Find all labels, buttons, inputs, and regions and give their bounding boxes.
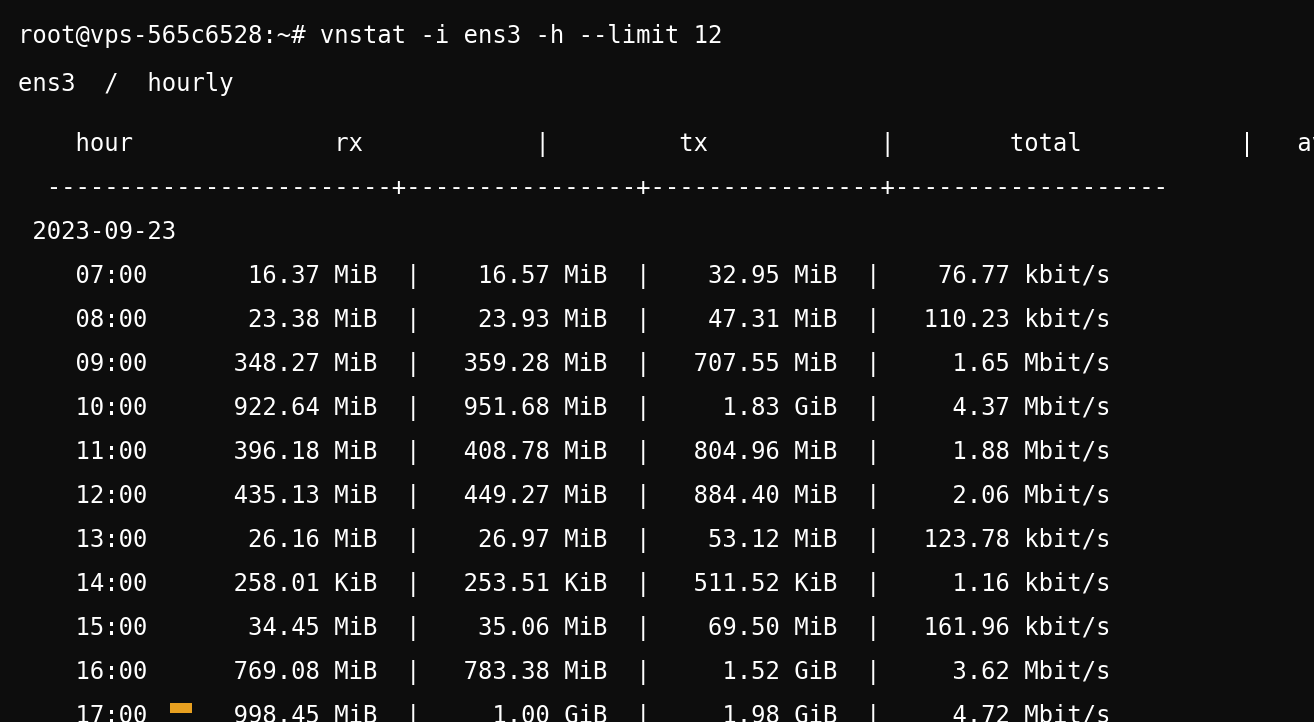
- Text: 14:00      258.01 KiB  |   253.51 KiB  |   511.52 KiB  |     1.16 kbit/s: 14:00 258.01 KiB | 253.51 KiB | 511.52 K…: [18, 572, 1110, 597]
- Text: ------------------------+----------------+----------------+-------------------: ------------------------+---------------…: [18, 176, 1168, 200]
- Text: root@vps-565c6528:~# vnstat -i ens3 -h --limit 12: root@vps-565c6528:~# vnstat -i ens3 -h -…: [18, 24, 723, 48]
- Text: hour              rx            |         tx            |        total          : hour rx | tx | total: [18, 132, 1314, 157]
- Text: ens3  /  hourly: ens3 / hourly: [18, 72, 234, 96]
- Text: 15:00       34.45 MiB  |    35.06 MiB  |    69.50 MiB  |   161.96 kbit/s: 15:00 34.45 MiB | 35.06 MiB | 69.50 MiB …: [18, 616, 1110, 641]
- Text: 17:00      998.45 MiB  |     1.00 GiB  |     1.98 GiB  |     4.72 Mbit/s: 17:00 998.45 MiB | 1.00 GiB | 1.98 GiB |…: [18, 704, 1110, 722]
- Text: 09:00      348.27 MiB  |   359.28 MiB  |   707.55 MiB  |     1.65 Mbit/s: 09:00 348.27 MiB | 359.28 MiB | 707.55 M…: [18, 352, 1110, 377]
- Bar: [170, 703, 192, 713]
- Text: 2023-09-23: 2023-09-23: [18, 220, 176, 244]
- Text: 08:00       23.38 MiB  |    23.93 MiB  |    47.31 MiB  |   110.23 kbit/s: 08:00 23.38 MiB | 23.93 MiB | 47.31 MiB …: [18, 308, 1110, 333]
- Text: 12:00      435.13 MiB  |   449.27 MiB  |   884.40 MiB  |     2.06 Mbit/s: 12:00 435.13 MiB | 449.27 MiB | 884.40 M…: [18, 484, 1110, 509]
- Text: 10:00      922.64 MiB  |   951.68 MiB  |     1.83 GiB  |     4.37 Mbit/s: 10:00 922.64 MiB | 951.68 MiB | 1.83 GiB…: [18, 396, 1110, 421]
- Text: 07:00       16.37 MiB  |    16.57 MiB  |    32.95 MiB  |    76.77 kbit/s: 07:00 16.37 MiB | 16.57 MiB | 32.95 MiB …: [18, 264, 1110, 289]
- Text: 13:00       26.16 MiB  |    26.97 MiB  |    53.12 MiB  |   123.78 kbit/s: 13:00 26.16 MiB | 26.97 MiB | 53.12 MiB …: [18, 528, 1110, 553]
- Text: 16:00      769.08 MiB  |   783.38 MiB  |     1.52 GiB  |     3.62 Mbit/s: 16:00 769.08 MiB | 783.38 MiB | 1.52 GiB…: [18, 660, 1110, 685]
- Text: 11:00      396.18 MiB  |   408.78 MiB  |   804.96 MiB  |     1.88 Mbit/s: 11:00 396.18 MiB | 408.78 MiB | 804.96 M…: [18, 440, 1110, 465]
